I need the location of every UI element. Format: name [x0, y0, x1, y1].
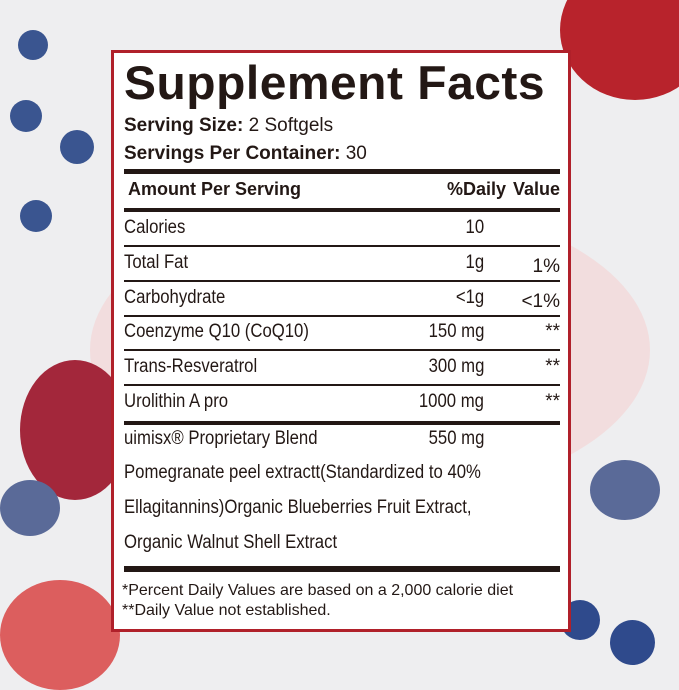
header-daily: %Daily — [446, 179, 506, 199]
divider — [124, 421, 560, 425]
supplement-facts-panel: Supplement Facts Serving Size: 2 Softgel… — [111, 50, 571, 632]
nutrient-amount: 1g — [465, 251, 484, 273]
blend-name: uimisx® Proprietary Blend — [124, 428, 318, 449]
blueberry-image — [590, 460, 660, 520]
nutrient-row: Urolithin A pro 1000 mg ** — [124, 391, 560, 415]
table-header: Amount Per Serving %Daily Value — [124, 179, 560, 203]
divider — [124, 169, 560, 174]
footnote-daily-values: *Percent Daily Values are based on a 2,0… — [122, 582, 514, 599]
servings-per-container: Servings Per Container: 30 — [124, 143, 367, 165]
divider — [124, 245, 560, 247]
nutrient-amount: <1g — [455, 286, 484, 308]
nutrient-amount: 300 mg — [428, 356, 484, 378]
nutrient-row: Calories 10 — [124, 217, 560, 241]
nutrient-name: Calories — [124, 217, 186, 238]
nutrient-daily-value: ** — [545, 356, 560, 378]
nutrient-row: Carbohydrate <1g <1% — [124, 286, 560, 312]
serving-size-label: Serving Size: — [124, 115, 244, 136]
blend-row: uimisx® Proprietary Blend 550 mg — [124, 428, 560, 452]
nutrient-name: Carbohydrate — [124, 286, 226, 308]
serving-size: Serving Size: 2 Softgels — [124, 115, 333, 137]
pomegranate-seeds-image — [0, 580, 120, 690]
nutrient-name: Coenzyme Q10 (CoQ10) — [124, 321, 309, 343]
divider — [124, 384, 560, 387]
nutrient-row: Trans-Resveratrol 300 mg ** — [124, 356, 560, 380]
nutrient-amount: 10 — [465, 217, 484, 238]
nutrient-name: Urolithin A pro — [124, 391, 229, 412]
nutrient-daily-value: <1% — [521, 290, 560, 312]
blueberry-image — [60, 130, 94, 164]
footnote-not-established: **Daily Value not established. — [122, 602, 331, 619]
nutrient-name: Total Fat — [124, 251, 189, 273]
divider — [124, 349, 560, 352]
blend-amount: 550 mg — [428, 428, 484, 449]
blueberry-image — [10, 100, 42, 132]
nutrient-daily-value: ** — [545, 321, 560, 343]
header-value: Value — [512, 179, 560, 199]
nutrient-row: Total Fat 1g 1% — [124, 251, 560, 277]
panel-title: Supplement Facts — [124, 56, 546, 109]
blueberry-image — [0, 480, 60, 536]
nutrient-amount: 150 mg — [428, 321, 484, 343]
nutrient-daily-value: ** — [545, 391, 560, 412]
divider — [124, 279, 560, 282]
blueberry-image — [610, 620, 655, 665]
nutrient-daily-value: 1% — [532, 255, 560, 277]
servings-value: 30 — [345, 143, 367, 164]
servings-label: Servings Per Container: — [124, 143, 341, 164]
serving-size-value: 2 Softgels — [248, 115, 334, 136]
blend-ingredients-line: Pomegranate peel extractt(Standardized t… — [124, 462, 481, 483]
pomegranate-image — [560, 0, 679, 100]
divider — [124, 566, 560, 572]
nutrient-name: Trans-Resveratrol — [124, 356, 258, 378]
divider — [124, 314, 560, 317]
header-amount: Amount Per Serving — [128, 179, 302, 199]
blueberry-image — [20, 200, 52, 232]
blueberry-image — [18, 30, 48, 60]
blend-ingredients-line: Organic Walnut Shell Extract — [124, 532, 338, 553]
blend-ingredients-line: Ellagitannins)Organic Blueberries Fruit … — [124, 497, 472, 518]
nutrient-row: Coenzyme Q10 (CoQ10) 150 mg ** — [124, 321, 560, 345]
divider — [124, 208, 560, 212]
nutrient-amount: 1000 mg — [418, 391, 484, 412]
